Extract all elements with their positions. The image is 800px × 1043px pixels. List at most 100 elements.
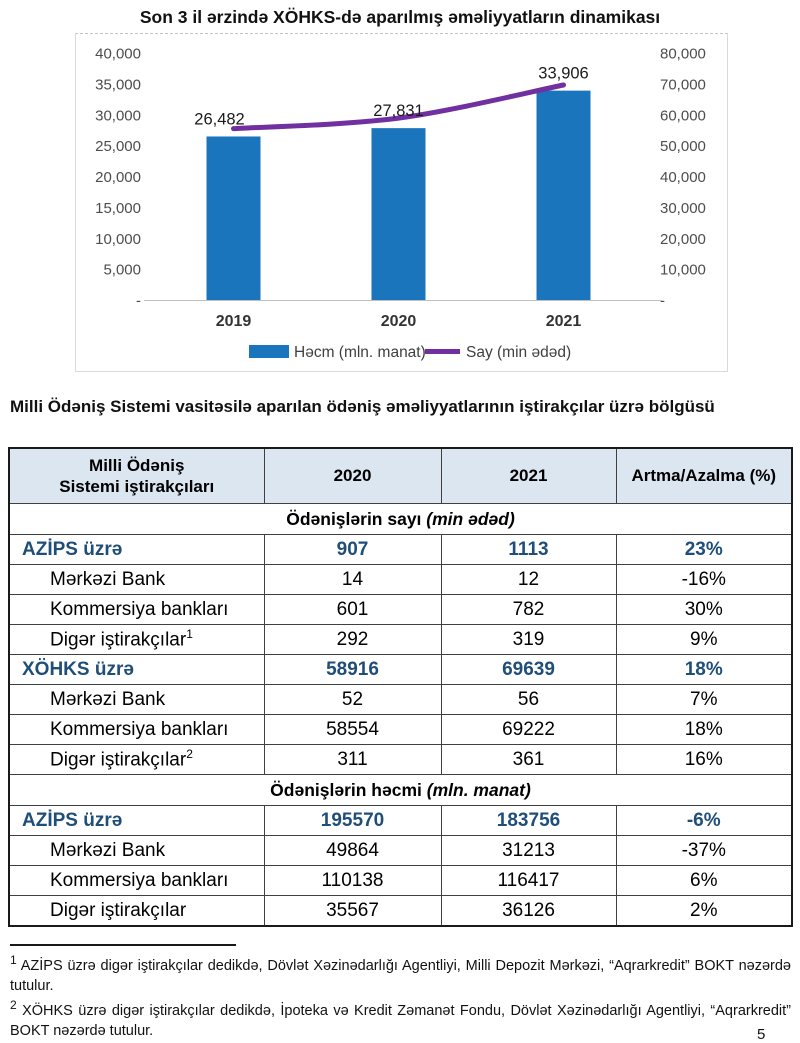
value-2021-cell: 361 (440, 744, 617, 775)
value-2020-cell: 58554 (263, 714, 442, 745)
col-header-change: Artma/Azalma (%) (615, 447, 793, 504)
right-axis-tick: 70,000 (660, 76, 706, 93)
x-axis-label: 2019 (216, 313, 252, 330)
dynamics-chart: 40,000 35,000 30,000 25,000 20,000 15,000 10,0… (95, 46, 706, 362)
row-label-cell: Mərkəzi Bank (8, 835, 265, 866)
table-row: AZİPS üzrə 195570 183756 -6% (8, 805, 793, 836)
value-2021-cell: 69222 (440, 714, 617, 745)
legend-line-label: Say (min ədəd) (466, 344, 571, 361)
value-2021-cell: 319 (440, 624, 617, 655)
table-row: Mərkəzi Bank 52 56 7% (8, 684, 793, 715)
section-title-cell: Ödənişlərin sayı (min ədəd) (8, 503, 793, 535)
footnote-1-text: AZİPS üzrə digər iştirakçılar dedikdə, D… (10, 957, 791, 995)
change-cell: -37% (615, 835, 793, 866)
value-2020-cell: 35567 (263, 895, 442, 927)
table-row: Digər iştirakçılar1 292 319 9% (8, 624, 793, 655)
bar-2021 (536, 90, 591, 300)
table-row: Kommersiya bankları 601 782 30% (8, 594, 793, 625)
participants-table: Milli Ödəniş Sistemi iştirakçıları 2020 … (8, 447, 793, 927)
value-2021-cell: 782 (440, 594, 617, 625)
right-axis-tick: 10,000 (660, 262, 706, 279)
row-label: Mərkəzi Bank (50, 839, 166, 861)
col-header-2021: 2021 (440, 447, 617, 504)
row-label: Digər iştirakçılar (50, 899, 187, 921)
value-2020-cell: 14 (263, 564, 442, 595)
left-axis-tick: 20,000 (95, 169, 141, 186)
bar-2019 (206, 136, 261, 300)
section-title-row: Ödənişlərin həcmi (mln. manat) (8, 774, 793, 806)
row-label: Mərkəzi Bank (50, 688, 166, 710)
value-2020-cell: 907 (263, 534, 442, 565)
table-row: Mərkəzi Bank 14 12 -16% (8, 564, 793, 595)
left-axis-tick: 40,000 (95, 46, 141, 63)
table-row: Digər iştirakçılar2 311 361 16% (8, 744, 793, 775)
row-label-cell: Digər iştirakçılar1 (8, 624, 265, 655)
row-label: Digər iştirakçılar (50, 749, 187, 771)
row-label: Digər iştirakçılar (50, 629, 187, 651)
change-cell: 6% (615, 865, 793, 896)
change-cell: 2% (615, 895, 793, 927)
left-axis-tick: 30,000 (95, 107, 141, 124)
left-axis-tick: 35,000 (95, 76, 141, 93)
change-cell: 9% (615, 624, 793, 655)
col-header-participants: Milli Ödəniş Sistemi iştirakçıları (8, 447, 265, 504)
right-axis-tick: 20,000 (660, 231, 706, 248)
section-title: Ödənişlərin sayı (286, 508, 422, 529)
row-label-cell: Mərkəzi Bank (8, 684, 265, 715)
footnote-1-marker: 1 (10, 953, 17, 967)
left-axis-tick: 25,000 (95, 138, 141, 155)
col-header-2020: 2020 (263, 447, 442, 504)
left-axis-tick: 10,000 (95, 231, 141, 248)
value-2021-cell: 1113 (440, 534, 617, 565)
value-2020-cell: 58916 (263, 654, 442, 685)
page-number: 5 (757, 1026, 766, 1043)
bar-data-label: 33,906 (538, 65, 588, 83)
section-unit: (min ədəd) (426, 508, 515, 529)
row-label-cell: Digər iştirakçılar2 (8, 744, 265, 775)
legend-bar-swatch (249, 345, 289, 358)
footnote-2-text: XÖHKS üzrə digər iştirakçılar dedikdə, İ… (10, 1002, 791, 1040)
left-axis-tick: 5,000 (103, 262, 141, 279)
footnote-ref: 1 (186, 627, 193, 642)
right-axis-tick: - (660, 293, 665, 310)
left-axis-tick: 15,000 (95, 200, 141, 217)
section-title-cell: Ödənişlərin həcmi (mln. manat) (8, 774, 793, 806)
row-label-cell: AZİPS üzrə (8, 534, 265, 565)
change-cell: 23% (615, 534, 793, 565)
table-row: Digər iştirakçılar 35567 36126 2% (8, 895, 793, 927)
change-cell: 30% (615, 594, 793, 625)
table-row: Kommersiya bankları 110138 116417 6% (8, 865, 793, 896)
section-heading: Milli Ödəniş Sistemi vasitəsilə aparılan… (10, 397, 715, 416)
value-2020-cell: 195570 (263, 805, 442, 836)
change-cell: 16% (615, 744, 793, 775)
change-cell: -16% (615, 564, 793, 595)
value-2021-cell: 183756 (440, 805, 617, 836)
x-axis-label: 2020 (381, 313, 417, 330)
right-axis-tick: 80,000 (660, 46, 706, 63)
section-title-row: Ödənişlərin sayı (min ədəd) (8, 503, 793, 535)
table-row: AZİPS üzrə 907 1113 23% (8, 534, 793, 565)
row-label-cell: AZİPS üzrə (8, 805, 265, 836)
footnote-1: 1 AZİPS üzrə digər iştirakçılar dedikdə,… (10, 952, 791, 997)
say-line (231, 82, 566, 132)
change-cell: 18% (615, 654, 793, 685)
value-2021-cell: 56 (440, 684, 617, 715)
footnote-2-marker: 2 (10, 997, 17, 1012)
col-header-line1: Milli Ödəniş (89, 455, 185, 475)
right-axis-tick: 40,000 (660, 169, 706, 186)
value-2020-cell: 292 (263, 624, 442, 655)
value-2021-cell: 31213 (440, 835, 617, 866)
footnote-divider (10, 944, 236, 946)
row-label: AZİPS üzrə (22, 538, 123, 560)
table-row: Kommersiya bankları 58554 69222 18% (8, 714, 793, 745)
row-label: Kommersiya bankları (50, 598, 229, 620)
footnotes: 1 AZİPS üzrə digər iştirakçılar dedikdə,… (10, 952, 791, 1042)
value-2021-cell: 36126 (440, 895, 617, 927)
value-2021-cell: 12 (440, 564, 617, 595)
bar-2020 (371, 128, 426, 300)
value-2020-cell: 601 (263, 594, 442, 625)
table-row: XÖHKS üzrə 58916 69639 18% (8, 654, 793, 685)
row-label-cell: Kommersiya bankları (8, 714, 265, 745)
footnote-2: 2 XÖHKS üzrə digər iştirakçılar dedikdə,… (10, 997, 791, 1042)
value-2020-cell: 49864 (263, 835, 442, 866)
